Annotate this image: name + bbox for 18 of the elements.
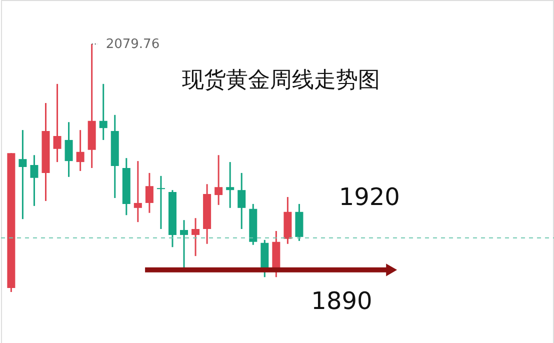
candlestick bbox=[99, 83, 108, 141]
text: 现货黄金周线走势图 bbox=[182, 68, 380, 93]
text: 1920 bbox=[338, 183, 400, 211]
annotation: 2079.76 bbox=[106, 37, 160, 52]
candlestick bbox=[156, 175, 165, 230]
candlestick bbox=[18, 129, 27, 220]
candlestick bbox=[192, 217, 200, 257]
candlestick bbox=[180, 219, 188, 269]
candlestick bbox=[76, 129, 84, 172]
text: 1890 bbox=[311, 287, 372, 315]
candlestick bbox=[214, 154, 223, 206]
candlestick bbox=[64, 121, 73, 178]
candlestick bbox=[134, 160, 142, 223]
candlestick bbox=[30, 154, 38, 207]
candlestick bbox=[226, 161, 234, 209]
candlestick bbox=[145, 172, 154, 214]
candlestick bbox=[53, 83, 62, 163]
candlestick bbox=[238, 172, 246, 230]
